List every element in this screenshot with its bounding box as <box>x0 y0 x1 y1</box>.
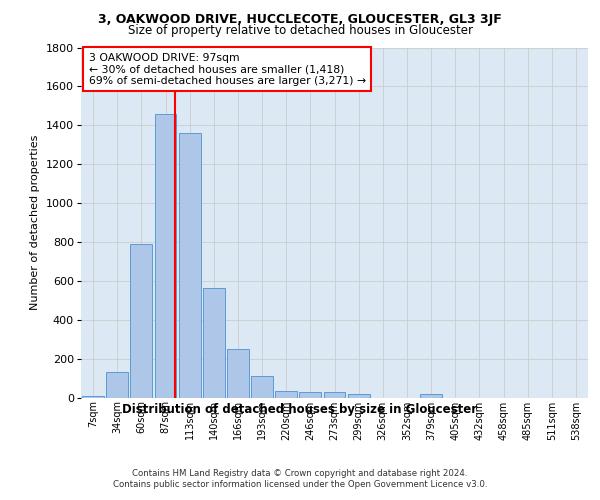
Bar <box>106 372 128 398</box>
Text: Size of property relative to detached houses in Gloucester: Size of property relative to detached ho… <box>128 24 473 37</box>
Bar <box>155 114 176 398</box>
Text: Contains public sector information licensed under the Open Government Licence v3: Contains public sector information licen… <box>113 480 487 489</box>
Bar <box>348 394 370 398</box>
Bar <box>323 392 346 398</box>
Bar <box>130 244 152 398</box>
Bar <box>420 394 442 398</box>
Bar <box>203 288 224 398</box>
Bar <box>275 390 297 398</box>
Text: Distribution of detached houses by size in Gloucester: Distribution of detached houses by size … <box>122 402 478 415</box>
Bar <box>251 376 273 398</box>
Bar <box>227 349 249 398</box>
Text: 3 OAKWOOD DRIVE: 97sqm
← 30% of detached houses are smaller (1,418)
69% of semi-: 3 OAKWOOD DRIVE: 97sqm ← 30% of detached… <box>89 53 366 86</box>
Bar <box>82 396 104 398</box>
Bar <box>299 392 321 398</box>
Text: 3, OAKWOOD DRIVE, HUCCLECOTE, GLOUCESTER, GL3 3JF: 3, OAKWOOD DRIVE, HUCCLECOTE, GLOUCESTER… <box>98 12 502 26</box>
Text: Contains HM Land Registry data © Crown copyright and database right 2024.: Contains HM Land Registry data © Crown c… <box>132 469 468 478</box>
Bar <box>179 133 200 398</box>
Y-axis label: Number of detached properties: Number of detached properties <box>31 135 40 310</box>
